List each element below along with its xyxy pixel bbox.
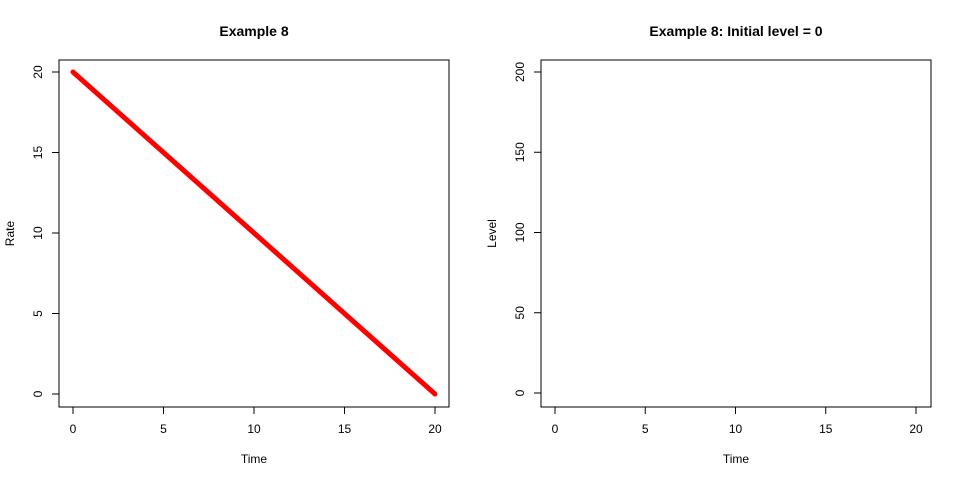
y-tick-label: 0 (31, 390, 45, 397)
x-tick-label: 10 (247, 422, 261, 436)
x-tick-label: 15 (819, 422, 833, 436)
x-tick-label: 0 (552, 422, 559, 436)
x-tick-label: 20 (909, 422, 923, 436)
plot-panel-1: Example 8 Time Rate 0 5 10 15 20 0 5 10 15 20 (3, 23, 450, 466)
y-axis-label: Level (485, 219, 499, 248)
y-tick-label: 5 (31, 310, 45, 317)
y-tick-label: 200 (513, 62, 527, 82)
x-axis-label: Time (241, 452, 268, 466)
x-tick-label: 5 (160, 422, 167, 436)
chart-title: Example 8: Initial level = 0 (649, 23, 822, 39)
series-line-rate (70, 69, 438, 397)
plot-box (540, 59, 932, 408)
chart-title: Example 8 (219, 23, 288, 39)
y-tick-label: 100 (513, 222, 527, 242)
y-tick-label: 10 (31, 226, 45, 240)
x-tick-label: 0 (70, 422, 77, 436)
y-tick-label: 150 (513, 142, 527, 162)
x-tick-label: 20 (428, 422, 442, 436)
x-tick-label: 10 (729, 422, 743, 436)
plot-panel-2: Example 8: Initial level = 0 Time Level 0 5 1… (485, 23, 932, 466)
y-tick-label: 15 (31, 146, 45, 160)
x-tick-label: 5 (642, 422, 649, 436)
y-tick-label: 0 (513, 389, 527, 396)
y-tick-label: 50 (513, 306, 527, 320)
y-tick-label: 20 (31, 65, 45, 79)
x-axis-label: Time (723, 452, 750, 466)
x-tick-label: 15 (338, 422, 352, 436)
y-axis-label: Rate (3, 221, 17, 247)
